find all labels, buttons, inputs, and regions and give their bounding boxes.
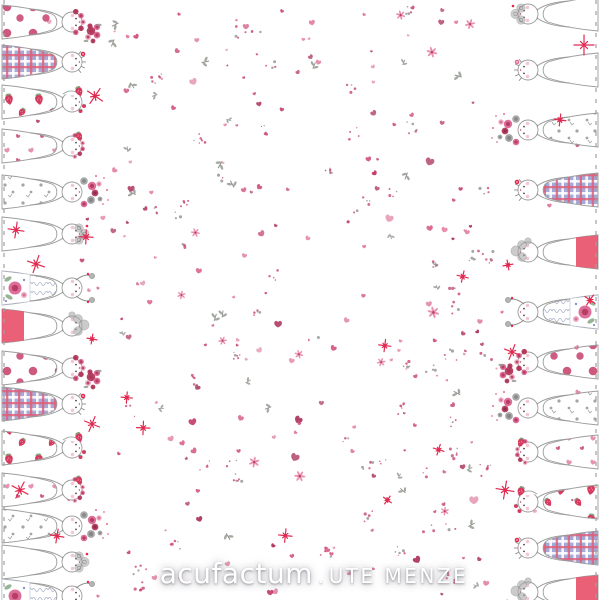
border-figure-gingham <box>1 44 86 80</box>
border-figure-polka <box>1 350 102 390</box>
border-figure-gingham <box>1 386 86 422</box>
border-figure-hearts <box>1 472 85 508</box>
border-right <box>491 0 599 600</box>
border-figure-hearts <box>1 128 85 164</box>
border-figure-script <box>500 294 599 330</box>
border-figure-graydot <box>491 390 599 426</box>
scatter-field <box>36 5 581 596</box>
border-left <box>1 4 109 600</box>
border-figure-graydot <box>1 174 109 210</box>
border-figure-script <box>1 270 100 306</box>
border-figure-polka <box>1 4 102 44</box>
border-figure-polka <box>498 344 599 384</box>
border-figure-redhem <box>1 308 98 345</box>
border-figure-redhem <box>502 234 599 271</box>
border-figure-graydot <box>1 508 109 544</box>
border-figure-redhem <box>506 574 599 600</box>
border-figure-buns <box>1 216 90 252</box>
border-figure-strawberry <box>1 430 86 466</box>
border-figure-strawberry <box>1 84 86 120</box>
border-figure-gingham <box>514 172 599 208</box>
border-figure-graydot <box>491 112 599 148</box>
border-figure-hearts <box>515 434 599 470</box>
border-sparkles <box>7 34 596 544</box>
border-figure-buns <box>1 544 90 580</box>
border-figure-buns <box>510 0 599 32</box>
border-figure-strawberry <box>514 484 599 520</box>
border-figure-gingham <box>514 530 599 566</box>
border-figure-plain <box>514 52 599 88</box>
border-figure-script <box>1 578 100 600</box>
